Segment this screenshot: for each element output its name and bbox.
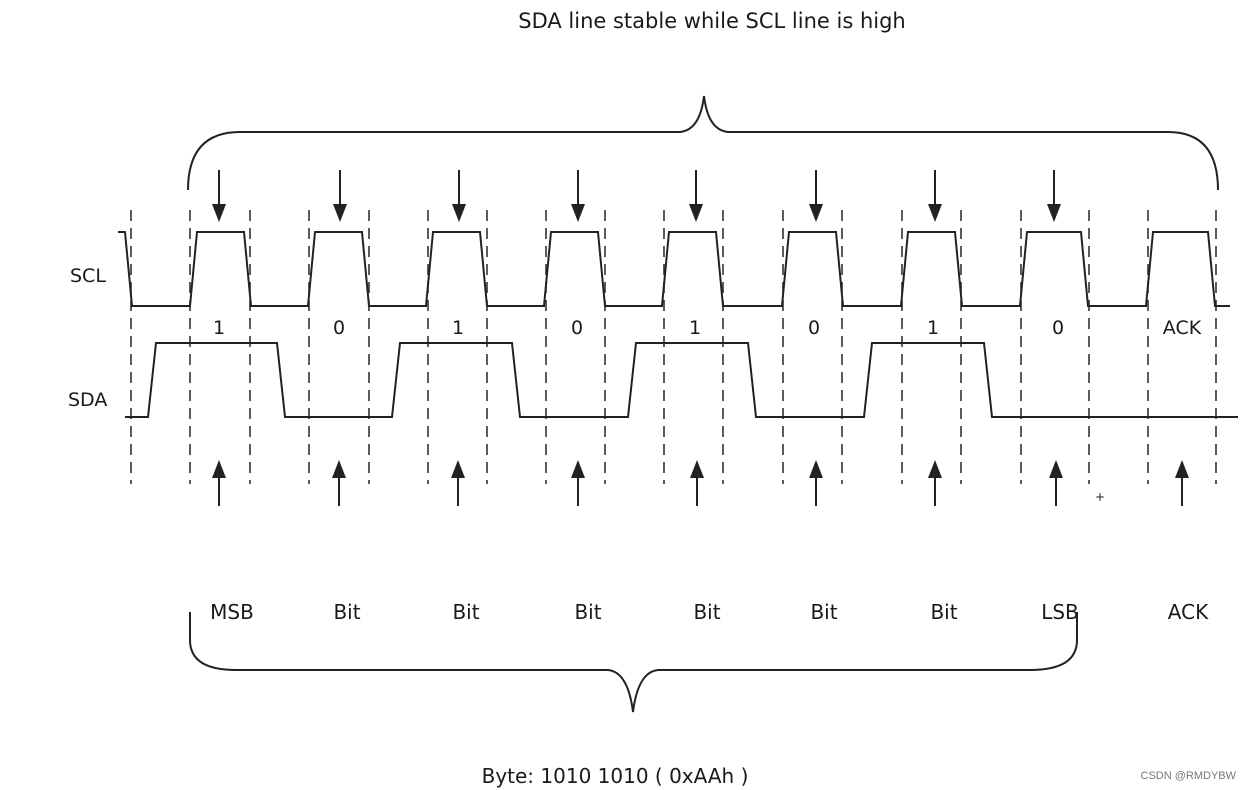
up-arrow-icon	[451, 460, 465, 506]
bit-name-label: Bit	[693, 600, 720, 624]
bit-name-label: MSB	[210, 600, 254, 624]
bottom-brace	[189, 612, 1078, 713]
sda-label: SDA	[68, 389, 107, 411]
down-arrow-icon	[689, 170, 703, 222]
scl-waveform	[118, 231, 1230, 307]
bit-name-label: Bit	[452, 600, 479, 624]
bit-name-label: Bit	[574, 600, 601, 624]
cursor-plus-icon: +	[1095, 490, 1105, 504]
bit-name-label: ACK	[1168, 600, 1209, 624]
watermark: CSDN @RMDYBW	[1141, 770, 1237, 782]
bit-names: MSB Bit Bit Bit Bit Bit Bit LSB ACK	[210, 600, 1209, 624]
scl-label: SCL	[70, 265, 106, 287]
bit-name-label: LSB	[1041, 600, 1079, 624]
down-arrow-icon	[333, 170, 347, 222]
bit-name-label: Bit	[333, 600, 360, 624]
bit-name-label: Bit	[930, 600, 957, 624]
bit-value-label: ACK	[1163, 317, 1202, 339]
up-arrow-icon	[212, 460, 226, 506]
bit-value-label: 1	[452, 317, 464, 339]
diagram-title: SDA line stable while SCL line is high	[518, 9, 905, 33]
up-arrow-icon	[332, 460, 346, 506]
up-arrow-icon	[690, 460, 704, 506]
bit-boundary-guides	[130, 210, 1217, 484]
up-arrow-icon	[809, 460, 823, 506]
bit-name-label: Bit	[810, 600, 837, 624]
down-arrow-icon	[928, 170, 942, 222]
up-arrow-icon	[1049, 460, 1063, 506]
bit-value-label: 1	[689, 317, 701, 339]
bit-value-label: 0	[808, 317, 820, 339]
byte-caption: Byte: 1010 1010 ( 0xAAh )	[482, 764, 749, 788]
down-arrow-icon	[212, 170, 226, 222]
down-arrow-icon	[452, 170, 466, 222]
down-arrow-icon	[1047, 170, 1061, 222]
sda-waveform	[125, 342, 1238, 418]
bit-value-label: 0	[333, 317, 345, 339]
bit-values: 1 0 1 0 1 0 1 0 ACK	[213, 317, 1202, 339]
up-arrow-icon	[928, 460, 942, 506]
bit-value-label: 1	[927, 317, 939, 339]
down-arrow-icon	[809, 170, 823, 222]
up-arrow-icon	[571, 460, 585, 506]
bit-marker-arrows	[212, 460, 1189, 506]
top-brace	[187, 95, 1219, 191]
down-arrow-icon	[571, 170, 585, 222]
bit-value-label: 0	[571, 317, 583, 339]
bit-value-label: 0	[1052, 317, 1064, 339]
scl-high-arrows	[212, 170, 1061, 222]
bit-value-label: 1	[213, 317, 225, 339]
up-arrow-icon	[1175, 460, 1189, 506]
